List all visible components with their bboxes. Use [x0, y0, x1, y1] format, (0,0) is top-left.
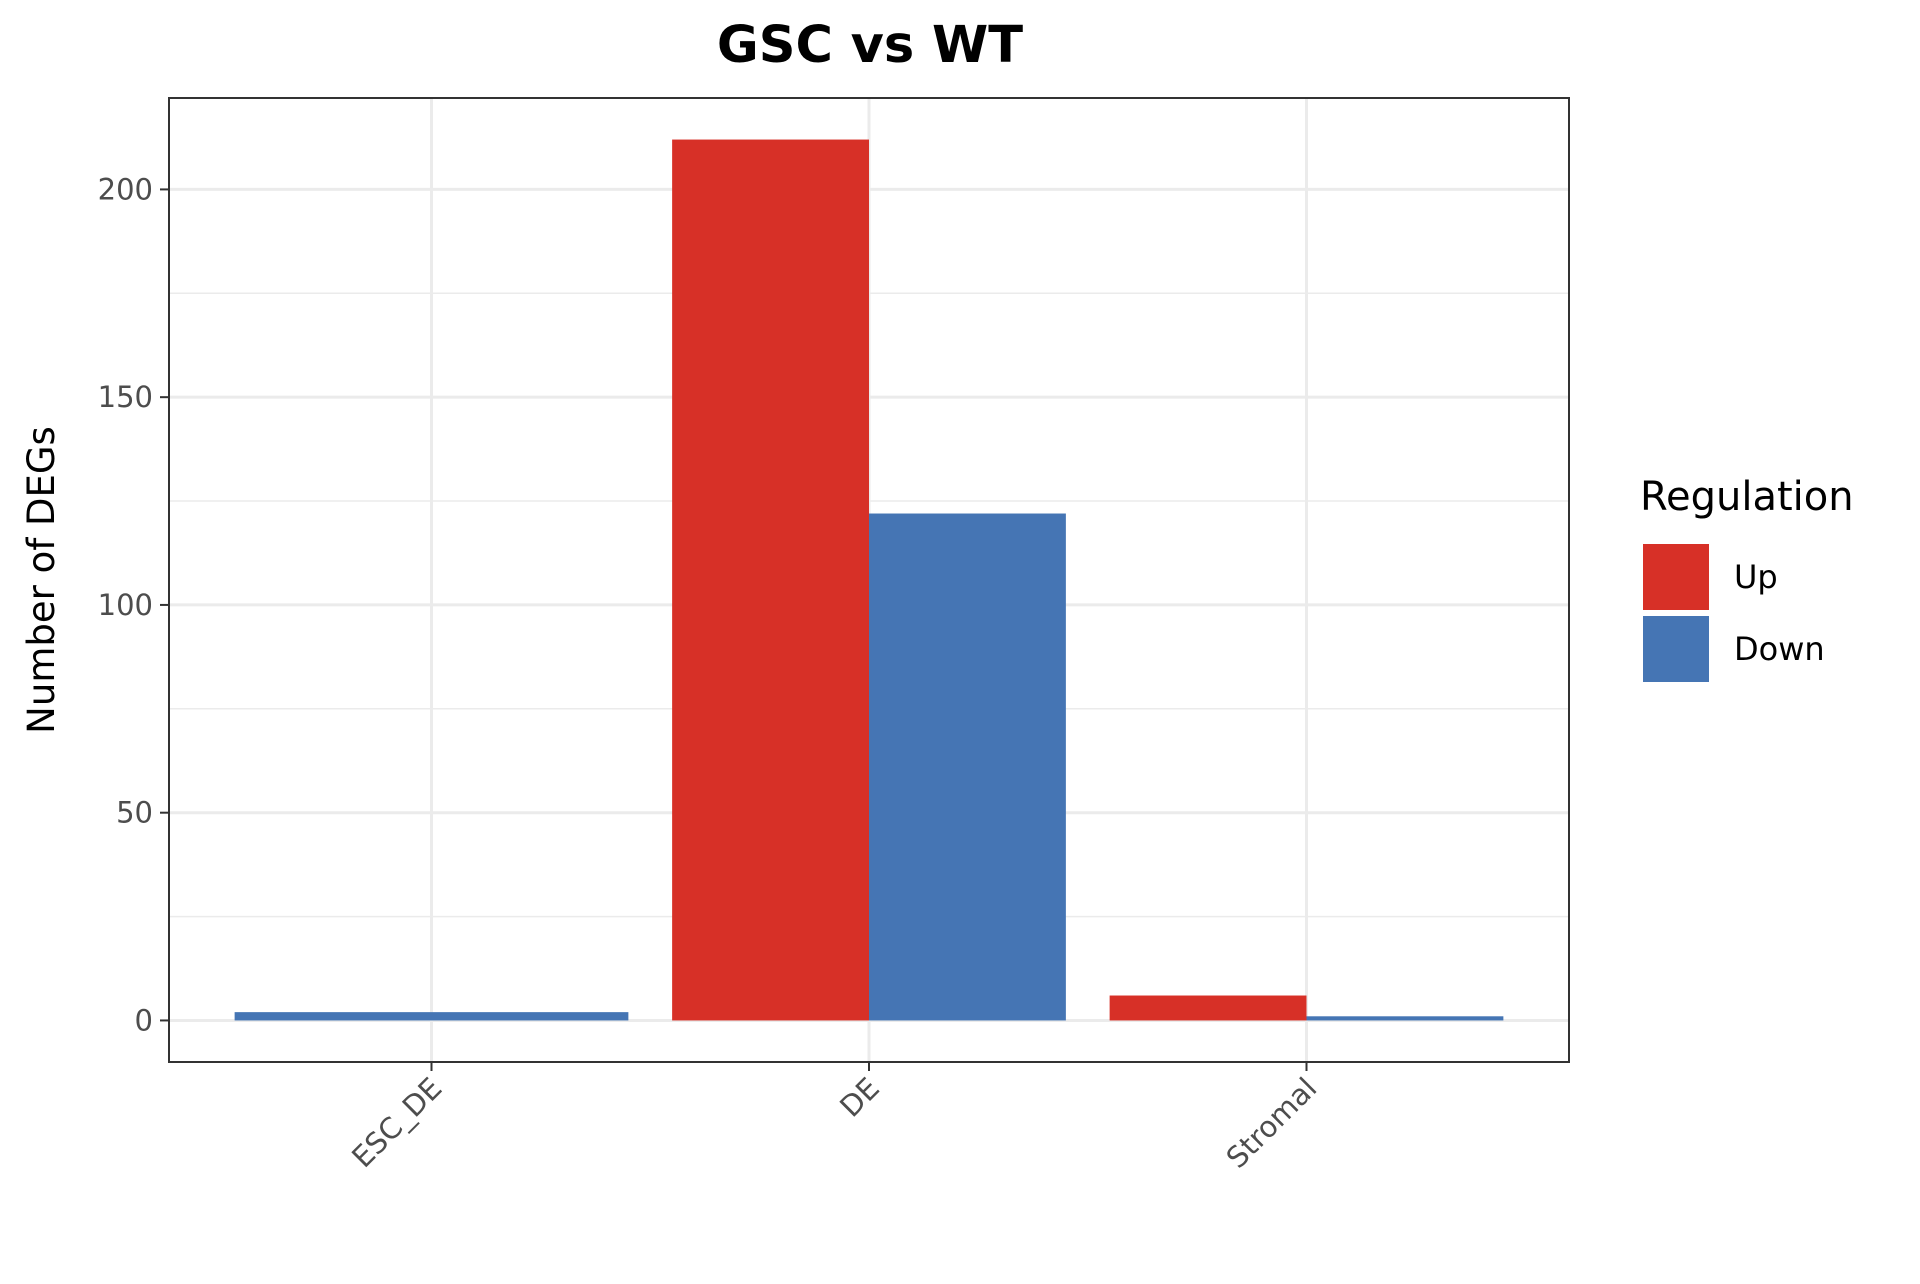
y-tick-label: 100 [98, 588, 153, 622]
bar-down-stromal [1306, 1016, 1504, 1021]
legend-label-down: Down [1734, 630, 1825, 668]
bar-up-de [672, 139, 869, 1021]
legend: Regulation Up Down [1640, 474, 1854, 682]
bar-down-de [869, 513, 1066, 1021]
legend-key-up [1643, 544, 1709, 610]
y-axis: 0 50 100 150 200 [98, 172, 169, 1037]
legend-title: Regulation [1640, 474, 1854, 520]
bars [234, 139, 1504, 1021]
legend-label-up: Up [1734, 558, 1778, 596]
y-tick-label: 150 [98, 380, 153, 414]
y-axis-label: Number of DEGs [20, 426, 63, 734]
chart-title: GSC vs WT [717, 16, 1023, 75]
legend-key-down [1643, 616, 1709, 682]
y-tick-label: 0 [135, 1003, 153, 1037]
bar-up-stromal [1109, 995, 1307, 1021]
y-tick-label: 50 [116, 796, 153, 830]
y-tick-label: 200 [98, 172, 153, 206]
bar-down-esc-de [234, 1012, 629, 1021]
